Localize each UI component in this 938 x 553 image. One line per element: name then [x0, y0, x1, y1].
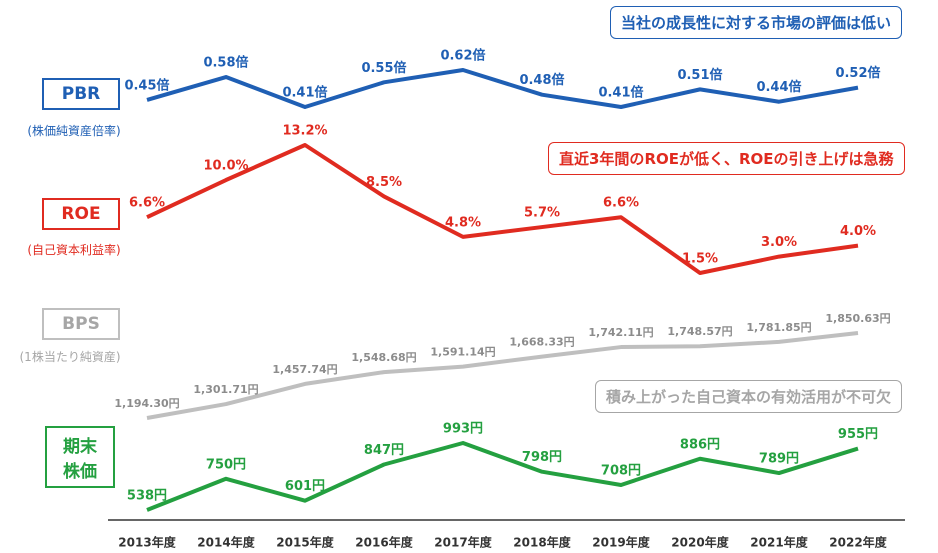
data-label: 10.0%: [203, 159, 248, 174]
x-tick-label: 2013年度: [118, 535, 176, 550]
data-label: 798円: [522, 450, 562, 465]
data-label: 1,301.71円: [193, 383, 258, 396]
series-subtitle: (株価純資産倍率): [27, 124, 121, 138]
data-label: 4.8%: [445, 215, 481, 230]
callout: 当社の成長性に対する市場の評価は低い: [610, 6, 903, 39]
data-label: 0.41倍: [598, 85, 643, 101]
x-tick-label: 2020年度: [671, 535, 729, 550]
x-tick-label: 2016年度: [355, 535, 413, 550]
x-tick-label: 2018年度: [513, 535, 571, 550]
data-label: 1,781.85円: [746, 321, 811, 334]
series-subtitle: (自己資本利益率): [27, 243, 121, 257]
series-label: BPS: [42, 308, 120, 340]
series-line: [146, 331, 859, 420]
data-label: 1,591.14円: [430, 346, 495, 359]
series-label: ROE: [42, 198, 120, 230]
x-tick-label: 2021年度: [750, 535, 808, 550]
data-label: 0.41倍: [282, 85, 327, 101]
data-label: 1,742.11円: [588, 326, 653, 339]
data-label: 8.5%: [366, 175, 402, 190]
data-label: 6.6%: [603, 196, 639, 211]
data-label: 1,850.63円: [825, 312, 890, 325]
series-subtitle: (1株当たり純資産): [19, 350, 121, 364]
data-label: 1,194.30円: [114, 397, 179, 410]
data-label: 4.0%: [840, 224, 876, 239]
x-tick-label: 2014年度: [197, 535, 255, 550]
data-label: 1.5%: [682, 252, 718, 267]
series-line: [146, 143, 859, 275]
data-label: 708円: [601, 463, 641, 478]
series-line: [146, 68, 859, 109]
data-label: 847円: [364, 443, 404, 458]
data-label: 1,668.33円: [509, 336, 574, 349]
x-tick-label: 2015年度: [276, 535, 334, 550]
data-label: 601円: [285, 479, 325, 494]
x-tick-label: 2022年度: [829, 535, 887, 550]
series-line: [146, 441, 859, 512]
data-label: 0.51倍: [677, 67, 722, 83]
data-label: 0.55倍: [361, 60, 406, 76]
data-label: 0.48倍: [519, 72, 564, 88]
data-label: 0.52倍: [835, 65, 880, 81]
x-tick-label: 2019年度: [592, 535, 650, 550]
data-label: 3.0%: [761, 235, 797, 250]
callout: 積み上がった自己資本の有効活用が不可欠: [595, 380, 903, 413]
data-label: 13.2%: [282, 124, 327, 139]
data-label: 0.44倍: [756, 79, 801, 95]
data-label: 955円: [838, 427, 878, 442]
series-label: 期末株価: [45, 426, 115, 488]
data-label: 886円: [680, 437, 720, 452]
x-tick-label: 2017年度: [434, 535, 492, 550]
data-label: 1,548.68円: [351, 351, 416, 364]
data-label: 1,457.74円: [272, 363, 337, 376]
data-label: 0.62倍: [440, 48, 485, 64]
data-label: 789円: [759, 452, 799, 467]
data-label: 6.6%: [129, 196, 165, 211]
data-label: 0.45倍: [124, 77, 169, 93]
data-label: 0.58倍: [203, 55, 248, 71]
data-label: 5.7%: [524, 206, 560, 221]
data-label: 750円: [206, 457, 246, 472]
data-label: 538円: [127, 489, 167, 504]
data-label: 993円: [443, 422, 483, 437]
data-label: 1,748.57円: [667, 325, 732, 338]
callout: 直近3年間のROEが低く、ROEの引き上げは急務: [548, 142, 905, 175]
series-label: PBR: [42, 78, 120, 110]
